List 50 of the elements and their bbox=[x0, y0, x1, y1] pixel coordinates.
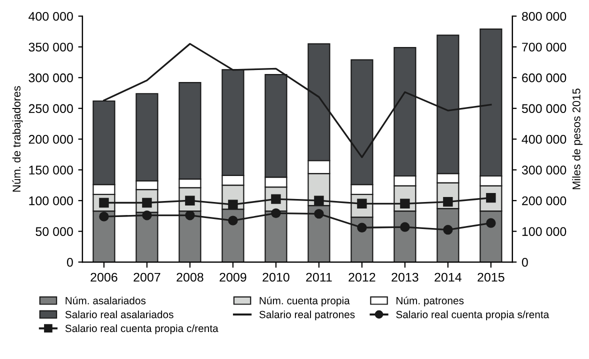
legend-label: Salario real asalariados bbox=[65, 310, 174, 318]
y2-tick-label: 100 000 bbox=[522, 227, 566, 236]
point bbox=[400, 222, 410, 232]
y2-tick-label: 200 000 bbox=[522, 196, 566, 206]
y2-axis-title: Miles de pesos 2015 bbox=[572, 88, 583, 190]
y-tick-label: 0 bbox=[66, 258, 73, 267]
x-tick-label: 2010 bbox=[262, 272, 290, 282]
point bbox=[228, 216, 238, 226]
y2-tick-label: 600 000 bbox=[522, 73, 566, 82]
x-tick-label: 2009 bbox=[220, 272, 246, 282]
point bbox=[314, 196, 324, 206]
y2-tick-label: 400 000 bbox=[522, 134, 566, 144]
x-tick-label: 2012 bbox=[348, 272, 376, 282]
point bbox=[142, 210, 152, 220]
point bbox=[443, 224, 453, 235]
y-tick-label: 250 000 bbox=[28, 104, 73, 114]
y-tick-label: 400 000 bbox=[28, 12, 73, 21]
point bbox=[185, 210, 195, 220]
x-tick-label: 2007 bbox=[134, 272, 160, 282]
y-tick-label: 200 000 bbox=[28, 134, 73, 144]
legend-label: Salario real cuenta propia c/renta bbox=[65, 324, 218, 334]
point bbox=[314, 208, 324, 219]
point bbox=[443, 196, 453, 207]
x-tick-label: 2008 bbox=[176, 272, 204, 282]
x-tick-label: 2006 bbox=[90, 272, 118, 282]
y2-tick-label: 300 000 bbox=[522, 166, 566, 175]
legend-label: Salario real patrones bbox=[259, 310, 355, 320]
y-tick-label: 50 000 bbox=[36, 227, 73, 236]
legend-label: Núm. patrones bbox=[396, 296, 464, 306]
point bbox=[99, 212, 109, 222]
y2-tick-label: 500 000 bbox=[522, 104, 566, 114]
point bbox=[228, 200, 238, 210]
legend-label: Núm. asalariados bbox=[66, 296, 146, 304]
y-tick-label: 100 000 bbox=[29, 196, 73, 206]
legend-label: Núm. cuenta propia bbox=[260, 296, 350, 306]
legend-label: Salario real cuenta propia s/renta bbox=[396, 310, 550, 320]
x-tick-label: 2013 bbox=[392, 272, 418, 282]
point bbox=[271, 208, 281, 218]
y-tick-label: 350 000 bbox=[28, 42, 73, 52]
point bbox=[357, 222, 367, 233]
x-tick-label: 2011 bbox=[306, 272, 332, 282]
y2-tick-label: 0 bbox=[522, 258, 528, 267]
x-tick-label: 2015 bbox=[478, 272, 504, 282]
y2-tick-label: 700 000 bbox=[522, 42, 566, 52]
y-tick-label: 300 000 bbox=[28, 73, 73, 82]
x-tick-label: 2014 bbox=[434, 272, 462, 282]
point bbox=[486, 218, 496, 228]
y-axis-title: Núm. de trabajadores bbox=[12, 86, 23, 192]
y-tick-label: 150 000 bbox=[29, 166, 73, 175]
y2-tick-label: 800 000 bbox=[522, 12, 566, 21]
